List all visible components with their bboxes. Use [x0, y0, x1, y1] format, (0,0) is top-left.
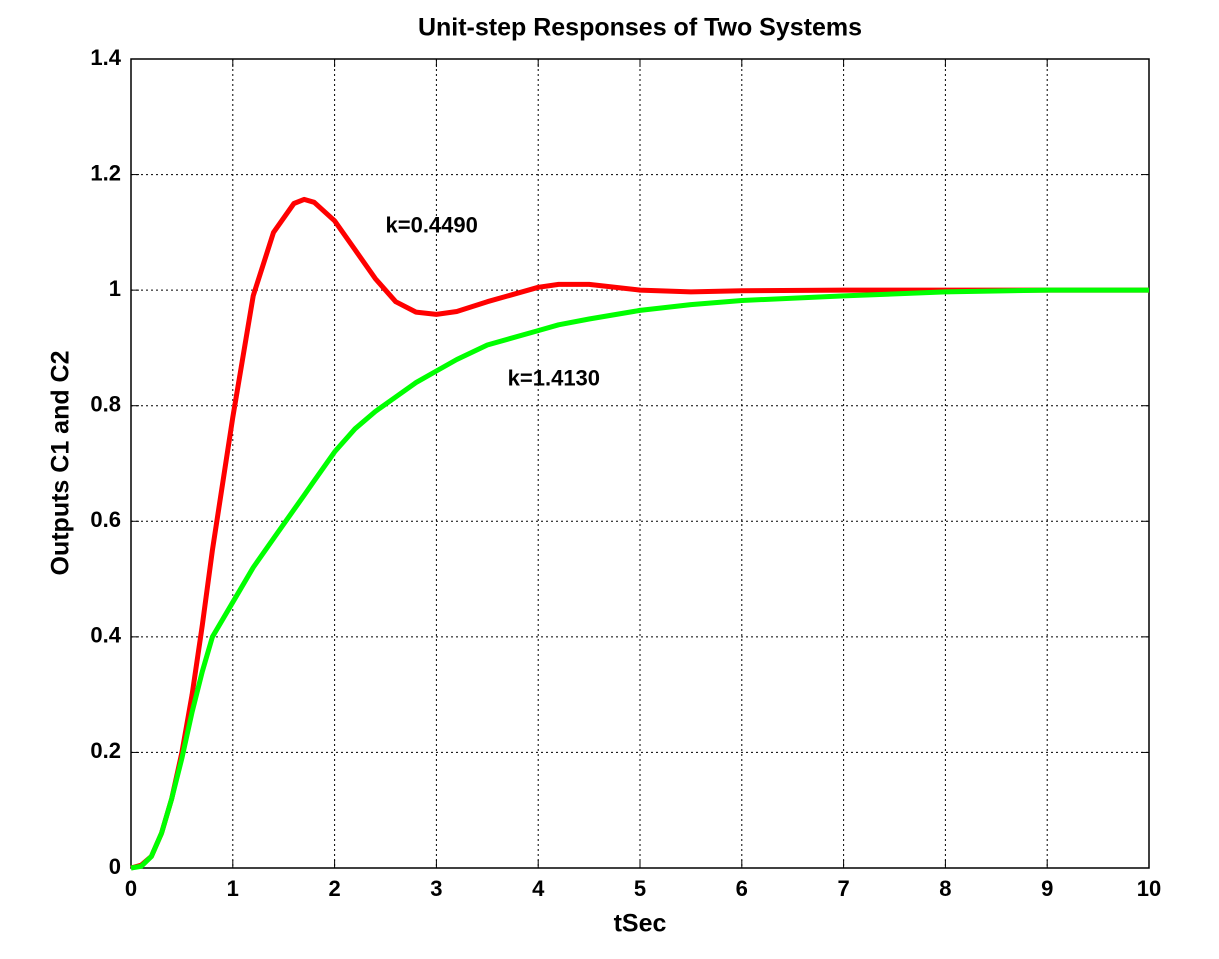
y-tick-label: 1.2: [90, 160, 121, 185]
y-tick-label: 0.6: [90, 507, 121, 532]
x-tick-label: 9: [1041, 876, 1053, 901]
x-tick-label: 3: [430, 876, 442, 901]
x-tick-label: 1: [227, 876, 239, 901]
x-tick-label: 0: [125, 876, 137, 901]
y-tick-label: 0.8: [90, 392, 121, 417]
annotation: k=0.4490: [386, 212, 478, 237]
x-tick-label: 7: [837, 876, 849, 901]
y-tick-label: 1.4: [90, 45, 121, 70]
plot-frame: [130, 58, 1150, 869]
y-tick-label: 1: [109, 276, 121, 301]
y-tick-label: 0.4: [90, 623, 121, 648]
x-tick-label: 10: [1137, 876, 1161, 901]
chart-title: Unit-step Responses of Two Systems: [418, 14, 862, 42]
y-axis-label: Outputs C1 and C2: [47, 350, 75, 575]
series-line: [130, 287, 1149, 871]
y-tick-label: 0.2: [90, 738, 121, 763]
x-tick-label: 2: [328, 876, 340, 901]
y-tick-label: 0: [109, 854, 121, 879]
annotation: k=1.4130: [508, 366, 600, 391]
x-tick-label: 5: [634, 876, 646, 901]
x-tick-label: 8: [939, 876, 951, 901]
x-tick-label: 4: [532, 876, 545, 901]
x-axis-label: tSec: [614, 910, 667, 938]
x-tick-label: 6: [736, 876, 748, 901]
